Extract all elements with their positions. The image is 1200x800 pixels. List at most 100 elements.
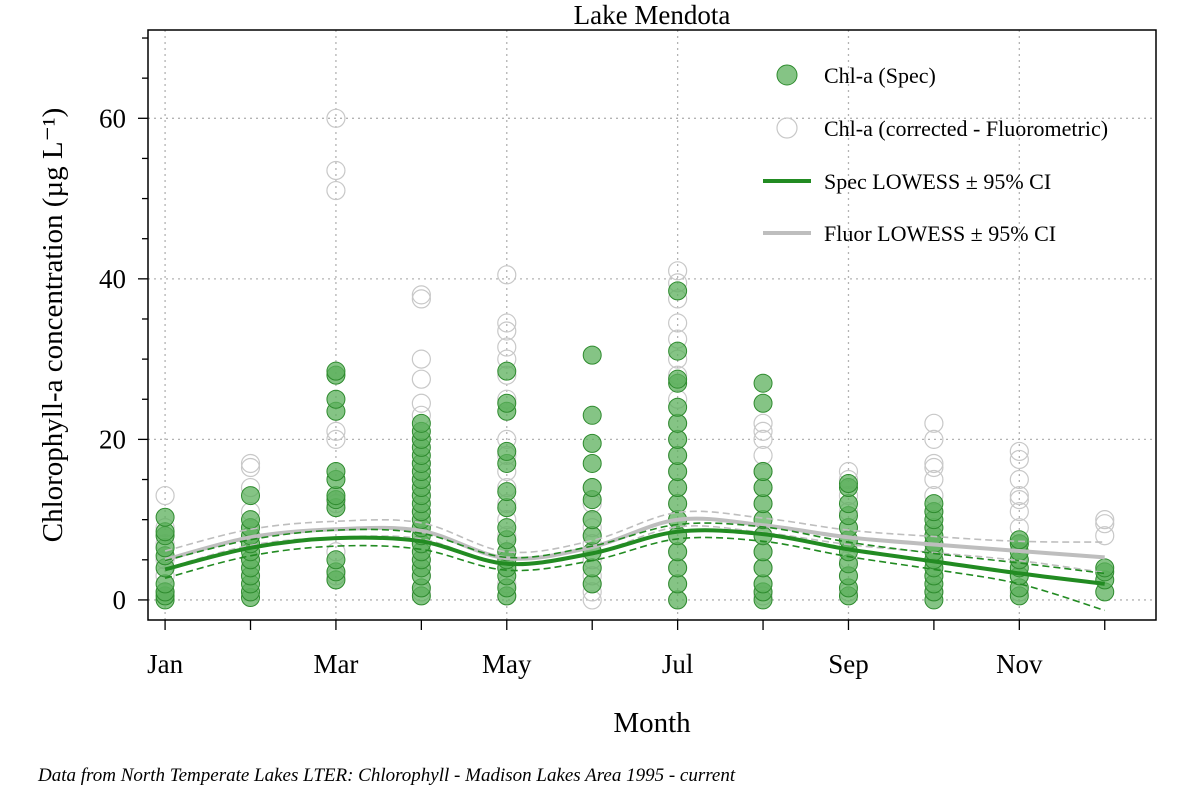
- fluor-point: [1009, 489, 1029, 510]
- spec-ci-lower: [164, 536, 1105, 612]
- fluor-point: [1009, 485, 1029, 506]
- fluor-point: [753, 429, 773, 449]
- spec-point: [497, 498, 517, 518]
- spec-point: [753, 393, 773, 413]
- spec-point: [582, 433, 602, 453]
- spec-point: [668, 429, 688, 449]
- x-tick-label: May: [482, 649, 532, 679]
- spec-point: [668, 542, 688, 562]
- axis-ticks: Jan Mar May Jul Sep Nov 0 20 40 60: [99, 37, 1106, 679]
- fluor-point: [924, 453, 944, 474]
- y-tick-label: 60: [99, 103, 126, 133]
- fluor-point: [240, 453, 261, 474]
- fluor-point: [326, 421, 346, 441]
- spec-point: [753, 574, 773, 594]
- fluor-point: [240, 457, 261, 478]
- spec-point: [753, 542, 773, 562]
- fluor-point: [924, 429, 944, 449]
- spec-point: [668, 494, 688, 514]
- fluor-ci-upper: [164, 510, 1105, 554]
- spec-point: [668, 445, 688, 465]
- spec-point: [497, 441, 517, 461]
- spec-point: [241, 486, 261, 506]
- spec-point: [497, 361, 517, 381]
- spec-point: [753, 558, 773, 578]
- spec-point: [497, 518, 517, 538]
- spec-point: [497, 482, 517, 502]
- spec-point: [668, 461, 688, 481]
- spec-point: [326, 550, 346, 570]
- spec-points-layer: [155, 281, 1115, 610]
- spec-point: [838, 474, 858, 494]
- fluor-point: [1095, 514, 1115, 534]
- spec-point: [582, 345, 602, 365]
- spec-point: [668, 590, 688, 610]
- fluor-point: [326, 429, 346, 449]
- legend-label: Chl-a (corrected - Fluorometric): [824, 116, 1108, 141]
- fluor-point: [1009, 449, 1029, 470]
- x-axis-title: Month: [613, 707, 691, 739]
- spec-point: [1095, 558, 1115, 578]
- fluor-point: [497, 313, 517, 333]
- fluor-point: [326, 160, 346, 181]
- x-tick-label: Mar: [313, 649, 358, 679]
- legend-label: Fluor LOWESS ± 95% CI: [824, 221, 1056, 246]
- fluor-point: [411, 369, 431, 389]
- x-tick-label: Jul: [662, 649, 694, 679]
- fluor-point: [411, 349, 431, 369]
- spec-point: [582, 453, 602, 473]
- fluor-point: [753, 445, 773, 466]
- legend-label: Spec LOWESS ± 95% CI: [824, 169, 1051, 194]
- fluor-point: [1095, 526, 1115, 546]
- legend: Chl-a (Spec) Chl-a (corrected - Fluoromet…: [763, 63, 1108, 246]
- fluor-point: [411, 289, 431, 309]
- grid-lines: [148, 30, 1156, 620]
- fluor-point: [497, 321, 517, 341]
- spec-point: [838, 494, 858, 514]
- spec-point: [326, 389, 346, 409]
- fluor-point: [1009, 441, 1029, 462]
- spec-point: [241, 510, 261, 530]
- spec-lowess-line: [164, 528, 1105, 586]
- spec-point: [326, 461, 346, 481]
- spec-point: [668, 574, 688, 594]
- spec-point: [668, 478, 688, 498]
- x-tick-label: Nov: [996, 649, 1043, 679]
- fluor-point: [1095, 510, 1115, 530]
- spec-point: [582, 405, 602, 425]
- legend-symbol-spec-point: [776, 64, 798, 86]
- spec-point: [668, 369, 688, 389]
- spec-point: [582, 574, 602, 594]
- spec-point: [753, 478, 773, 498]
- spec-lowess-layer: [164, 522, 1105, 612]
- plot-frame: [147, 29, 1157, 621]
- spec-point: [1009, 530, 1029, 550]
- spec-point: [155, 507, 175, 527]
- fluor-lowess-line: [164, 516, 1105, 562]
- fluor-point: [753, 413, 773, 433]
- fluor-point: [411, 393, 431, 413]
- spec-point: [582, 558, 602, 578]
- data-source-caption: Data from North Temperate Lakes LTER: Ch…: [37, 765, 736, 786]
- fluor-point: [924, 413, 944, 433]
- fluor-point: [155, 485, 175, 506]
- spec-point: [326, 361, 346, 381]
- y-tick-label: 40: [99, 264, 126, 294]
- y-axis-title: Chlorophyll-a concentration (µg L⁻¹): [37, 108, 69, 543]
- spec-ci-upper: [164, 522, 1105, 575]
- legend-symbol-fluor-point: [776, 117, 798, 139]
- spec-point: [668, 397, 688, 417]
- spec-point: [668, 281, 688, 301]
- spec-point: [582, 510, 602, 530]
- fluor-point: [924, 469, 944, 490]
- y-tick-label: 20: [99, 424, 126, 454]
- x-tick-label: Sep: [828, 649, 869, 679]
- spec-point: [411, 413, 431, 433]
- spec-point: [497, 393, 517, 413]
- fluor-point: [753, 421, 773, 441]
- spec-point: [668, 558, 688, 578]
- fluor-point: [326, 108, 346, 128]
- chart-title: Lake Mendota: [574, 0, 731, 30]
- fluor-point: [668, 261, 688, 281]
